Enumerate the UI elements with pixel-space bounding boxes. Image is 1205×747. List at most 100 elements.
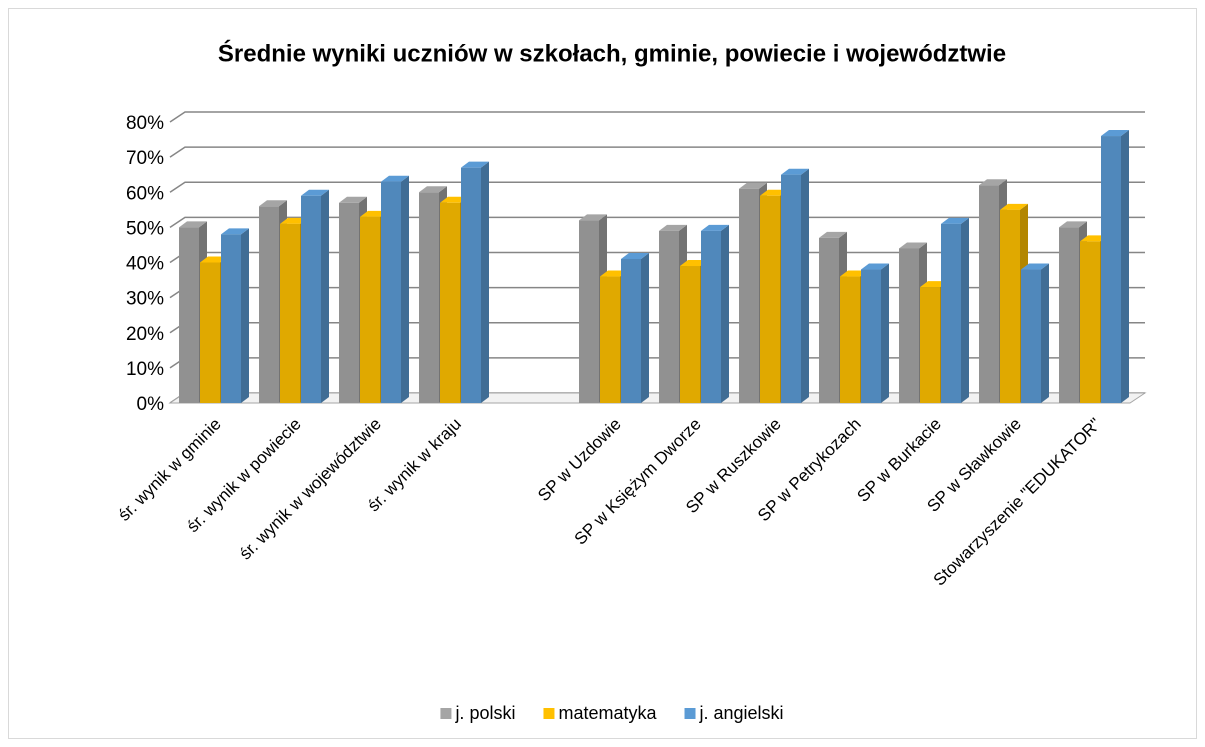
bar-side (801, 168, 809, 403)
bar (259, 206, 279, 403)
bar-top (419, 186, 447, 193)
bar (979, 185, 999, 403)
bar-top (941, 217, 969, 224)
bar-top (1059, 221, 1087, 228)
y-tick-label: 80% (126, 113, 164, 134)
bar (819, 237, 839, 403)
grid-line (169, 216, 1145, 228)
y-tick-label: 30% (126, 289, 164, 310)
y-tick-label: 50% (126, 218, 164, 239)
legend-swatch (440, 708, 452, 719)
bar (179, 227, 199, 403)
bar-top (701, 224, 729, 231)
bar (1000, 209, 1020, 403)
bar-side (1041, 263, 1049, 403)
bar-side (641, 252, 649, 403)
bar-side (321, 189, 329, 403)
bar (760, 195, 780, 403)
bar-side (1121, 130, 1129, 404)
bar-top (301, 189, 329, 196)
bar (280, 223, 300, 403)
bar-group (301, 189, 329, 403)
bar (461, 167, 481, 403)
legend-swatch (543, 708, 555, 719)
bar (659, 230, 679, 403)
bar (739, 188, 759, 403)
bar (419, 192, 439, 403)
bar (1021, 269, 1041, 403)
bar (360, 216, 380, 403)
bar (200, 262, 220, 403)
bar (440, 202, 460, 403)
bar-group (1021, 263, 1049, 403)
bar-group (861, 263, 889, 403)
bar (600, 276, 620, 403)
bar-top (1000, 203, 1028, 210)
bar-group (381, 175, 409, 403)
bar-top (221, 228, 249, 235)
bar (339, 202, 359, 403)
chart-title: Średnie wyniki uczniów w szkołach, gmini… (218, 39, 1006, 67)
bar-top (339, 196, 367, 203)
bar (680, 266, 700, 403)
bar (701, 230, 721, 403)
bar-group (461, 161, 489, 403)
bar-group (941, 217, 969, 403)
bar-side (481, 161, 489, 403)
bar-top (659, 224, 687, 231)
bar-group (781, 168, 809, 403)
legend-label: j. angielski (699, 703, 784, 723)
y-tick-label: 20% (126, 324, 164, 345)
bar-top (899, 242, 927, 249)
bar (621, 258, 641, 403)
grid-line (169, 146, 1145, 158)
bar-top (179, 221, 207, 228)
bar (301, 195, 321, 403)
y-tick-label: 10% (126, 359, 164, 380)
y-tick-label: 70% (126, 148, 164, 169)
bar-top (781, 168, 809, 175)
bar-top (1101, 130, 1129, 137)
bar (920, 287, 940, 403)
grid-line (169, 111, 1145, 123)
bar-side (881, 263, 889, 403)
grid-line (169, 181, 1145, 193)
legend-label: j. polski (454, 703, 515, 723)
bar-side (401, 175, 409, 403)
bar (840, 276, 860, 403)
bar (381, 181, 401, 403)
bar-top (461, 161, 489, 168)
y-tick-label: 60% (126, 183, 164, 204)
bar-side (241, 228, 249, 403)
bar-group (1101, 130, 1129, 404)
bar (861, 269, 881, 403)
bar (1101, 136, 1121, 404)
bar (1080, 241, 1100, 403)
legend-label: matematyka (558, 703, 657, 723)
bar-group (621, 252, 649, 403)
y-tick-label: 0% (137, 394, 165, 415)
bar (941, 223, 961, 403)
bar-group (701, 224, 729, 403)
bar-top (1021, 263, 1049, 270)
bar-top (621, 252, 649, 259)
bar-top (259, 200, 287, 207)
legend-swatch (684, 708, 696, 719)
bar-top (739, 182, 767, 189)
bar-top (979, 179, 1007, 186)
bar-top (381, 175, 409, 182)
bar (221, 234, 241, 403)
bar-top (861, 263, 889, 270)
legend: j. polski matematyka j. angielski (440, 703, 784, 723)
bar-top (579, 214, 607, 221)
y-tick-label: 40% (126, 254, 164, 275)
bar (781, 174, 801, 403)
bar-top (819, 231, 847, 238)
bar-side (721, 224, 729, 403)
bar (1059, 227, 1079, 403)
bar (899, 248, 919, 403)
bar-side (961, 217, 969, 403)
bar-group (221, 228, 249, 403)
bar (579, 220, 599, 403)
